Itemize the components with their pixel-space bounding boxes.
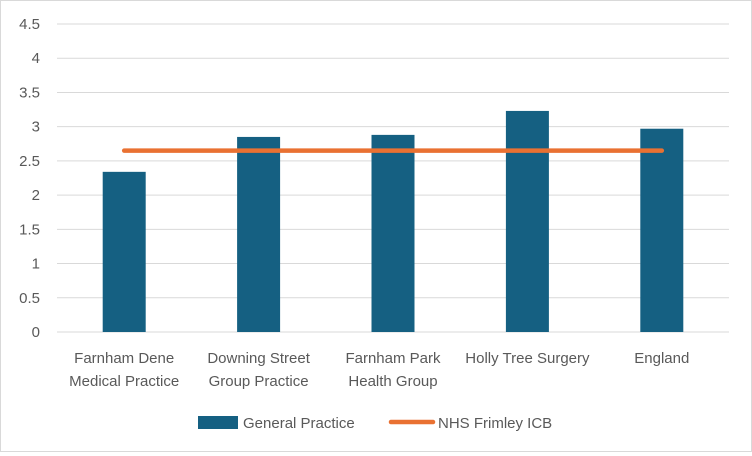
x-tick-label: Holly Tree Surgery [465,350,590,367]
y-tick-label: 3.5 [19,84,40,101]
bar [237,136,281,332]
x-tick-label: Medical Practice [69,373,179,390]
y-tick-label: 4.5 [19,16,40,33]
bar [640,128,684,332]
y-tick-label: 0.5 [19,290,40,307]
legend-label-general-practice: General Practice [243,415,355,432]
x-tick-label: Farnham Park [345,350,441,367]
x-tick-label: England [634,350,689,367]
x-tick-label: Farnham Dene [74,350,174,367]
y-tick-label: 0 [32,324,40,341]
x-tick-label: Group Practice [209,373,309,390]
y-axis-tick-labels: 0 0.5 1 1.5 2 2.5 3 3.5 4 4.5 [19,16,40,341]
legend-label-nhs-frimley-icb: NHS Frimley ICB [438,415,552,432]
bar [505,110,549,333]
bars-general-practice [102,110,684,333]
bar [371,134,415,332]
y-tick-label: 2.5 [19,153,40,170]
y-tick-label: 4 [32,50,40,67]
y-tick-label: 1.5 [19,221,40,238]
x-axis-category-labels: Farnham Dene Medical Practice Downing Stre… [69,350,689,390]
bar [102,171,146,332]
y-tick-label: 2 [32,187,40,204]
y-tick-label: 1 [32,256,40,273]
legend-swatch-general-practice [198,416,238,429]
y-tick-label: 3 [32,119,40,136]
x-tick-label: Downing Street [207,350,310,367]
legend: General Practice NHS Frimley ICB [198,415,552,432]
x-tick-label: Health Group [348,373,437,390]
